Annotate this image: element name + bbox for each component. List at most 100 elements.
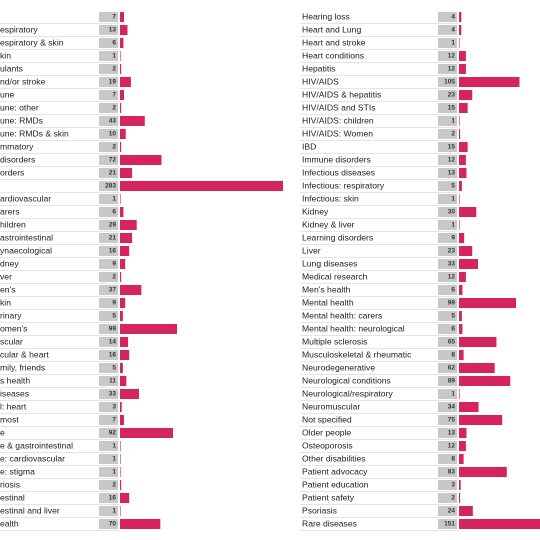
value-label: 37: [109, 287, 117, 294]
row-label: Heart and stroke: [302, 37, 366, 47]
bar: [459, 155, 466, 165]
value-box: [99, 337, 118, 347]
row-label: kin: [0, 297, 11, 307]
value-label: 5: [451, 313, 455, 320]
bar: [120, 350, 130, 360]
value-box: [99, 285, 118, 295]
value-label: 5: [112, 313, 116, 320]
bar: [120, 454, 121, 464]
value-label: 13: [109, 27, 117, 34]
bar: [120, 233, 133, 243]
row-label: une: other: [0, 102, 39, 112]
bar: [459, 402, 479, 412]
value-box: [438, 272, 457, 282]
bar: [120, 506, 121, 516]
value-box: [99, 181, 118, 191]
value-box: [438, 207, 457, 217]
value-label: 5: [112, 365, 116, 372]
bar: [459, 142, 468, 152]
value-label: 16: [109, 248, 117, 255]
row-label: Other disabilities: [302, 453, 366, 463]
value-box: [99, 376, 118, 386]
value-box: [438, 324, 457, 334]
value-label: 9: [112, 261, 116, 268]
bar: [120, 259, 126, 269]
bar: [120, 12, 125, 22]
row-label: une: RMDs & skin: [0, 128, 69, 138]
bar: [120, 38, 124, 48]
bar: [459, 428, 467, 438]
row-label: Heart and Lung: [302, 24, 361, 34]
bar: [120, 493, 130, 503]
row-label: Infectious diseases: [302, 167, 375, 177]
value-box: [438, 90, 457, 100]
row-label: ver: [0, 271, 12, 281]
row-label: dney: [0, 258, 19, 268]
row-label: une: RMDs: [0, 115, 43, 125]
bar: [459, 350, 464, 360]
row-label: ealth: [0, 518, 19, 528]
value-box: [99, 350, 118, 360]
value-label: 11: [109, 378, 116, 385]
value-box: [99, 51, 118, 61]
row-label: espiratory: [0, 24, 38, 34]
value-label: 2: [112, 105, 116, 112]
value-box: [99, 480, 118, 490]
value-box: [438, 337, 457, 347]
value-label: 19: [109, 79, 117, 86]
value-label: 70: [109, 521, 117, 528]
bar: [459, 220, 460, 230]
value-label: 7: [112, 14, 116, 21]
row-label: Learning disorders: [302, 232, 373, 242]
value-label: 7: [112, 92, 116, 99]
row-label: Immune disorders: [302, 154, 371, 164]
row-label: Infectious: respiratory: [302, 180, 385, 190]
row-label: e: cardiovascular: [0, 453, 65, 463]
value-label: 33: [109, 391, 117, 398]
bar: [459, 103, 468, 113]
value-label: 75: [448, 417, 456, 424]
bar: [120, 64, 122, 74]
bar: [459, 259, 479, 269]
bar: [459, 337, 497, 347]
value-label: 105: [444, 79, 455, 86]
value-box: [99, 25, 118, 35]
bar: [459, 493, 461, 503]
value-box: [99, 441, 118, 451]
row-label: astrointestinal: [0, 232, 53, 242]
row-label: estinal and liver: [0, 505, 60, 515]
value-box: [438, 38, 457, 48]
bar: [459, 480, 461, 490]
row-label: Older people: [302, 427, 351, 437]
row-label: Patient education: [302, 479, 369, 489]
value-box: [99, 311, 118, 321]
row-label: most: [0, 414, 19, 424]
value-box: [99, 389, 118, 399]
bar: [459, 90, 473, 100]
value-box: [99, 415, 118, 425]
bar: [459, 363, 495, 373]
value-box: [99, 12, 118, 22]
value-label: 34: [448, 404, 456, 411]
bar: [459, 64, 466, 74]
value-box: [438, 480, 457, 490]
value-box: [99, 454, 118, 464]
bar: [459, 233, 465, 243]
bar: [459, 415, 503, 425]
bar: [459, 194, 460, 204]
bar: [120, 480, 122, 490]
bar: [120, 181, 284, 191]
bar: [120, 155, 162, 165]
bar: [120, 298, 126, 308]
value-box: [99, 324, 118, 334]
bar: [459, 441, 466, 451]
row-label: Kidney: [302, 206, 329, 216]
value-box: [438, 220, 457, 230]
bar: [120, 376, 127, 386]
value-box: [438, 376, 457, 386]
value-label: 14: [109, 339, 117, 346]
row-label: ynaecological: [0, 245, 52, 255]
value-label: 1: [451, 222, 455, 229]
bar: [120, 402, 122, 412]
value-label: 21: [109, 170, 117, 177]
